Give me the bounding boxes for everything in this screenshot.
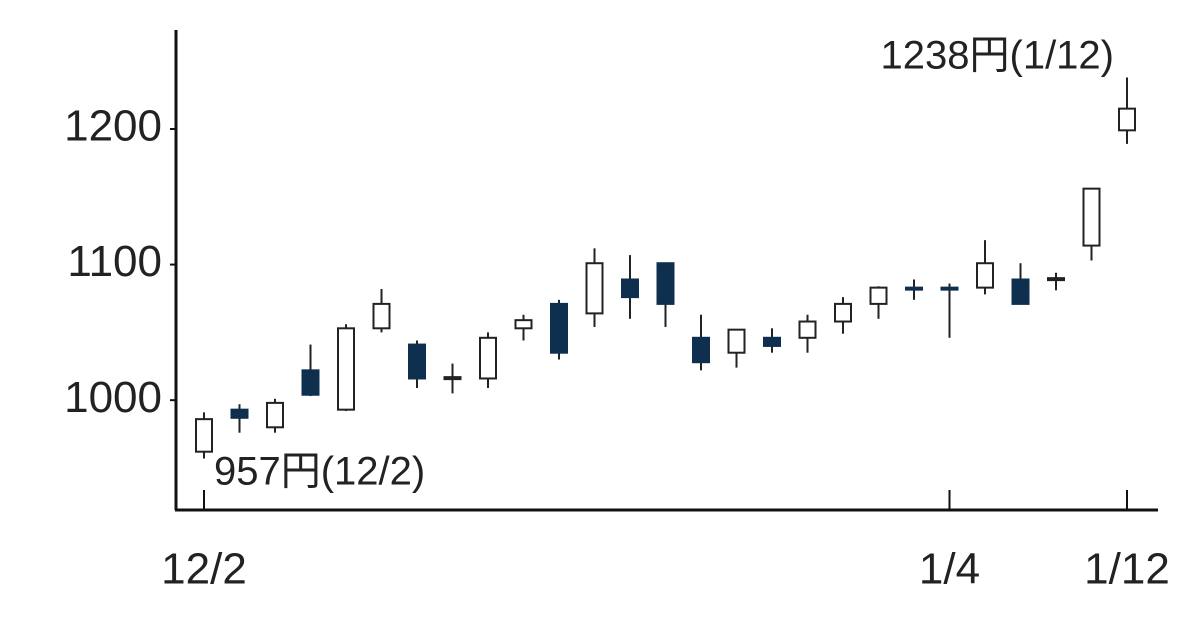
candle-body xyxy=(869,286,888,305)
candle-body xyxy=(1047,277,1065,282)
x-tick-label: 1/12 xyxy=(1084,545,1170,594)
candle-body xyxy=(905,286,923,291)
candle-body xyxy=(550,302,568,354)
candle-body xyxy=(195,418,213,453)
candle-body xyxy=(230,408,249,419)
candle-body xyxy=(798,320,817,339)
candle-body xyxy=(479,336,497,380)
candle-body xyxy=(408,343,426,380)
candle-body xyxy=(834,302,852,323)
candle-body xyxy=(585,262,604,315)
candle-body xyxy=(940,286,959,291)
x-tick-label: 12/2 xyxy=(161,545,247,594)
y-tick-label: 1100 xyxy=(67,237,162,286)
low-annotation: 957円(12/2) xyxy=(214,450,425,494)
candle-body xyxy=(1118,107,1136,132)
candle-body xyxy=(443,376,462,381)
candle-body xyxy=(656,262,675,305)
candle-body xyxy=(976,262,994,289)
candle-body xyxy=(266,401,284,429)
candle-body xyxy=(621,278,639,299)
candle-body xyxy=(763,336,781,347)
x-tick-label: 1/4 xyxy=(919,545,980,594)
candle-body xyxy=(692,336,710,364)
y-tick-label: 1000 xyxy=(64,373,162,422)
candle-body xyxy=(337,327,355,411)
candle-body xyxy=(1082,187,1101,247)
high-annotation: 1238円(1/12) xyxy=(881,34,1114,78)
candle-body xyxy=(372,302,391,330)
candle-body xyxy=(301,369,320,396)
candle-body xyxy=(727,328,746,354)
candle-body xyxy=(1011,278,1030,305)
candle-body xyxy=(514,319,533,330)
y-tick-label: 1200 xyxy=(64,102,162,151)
